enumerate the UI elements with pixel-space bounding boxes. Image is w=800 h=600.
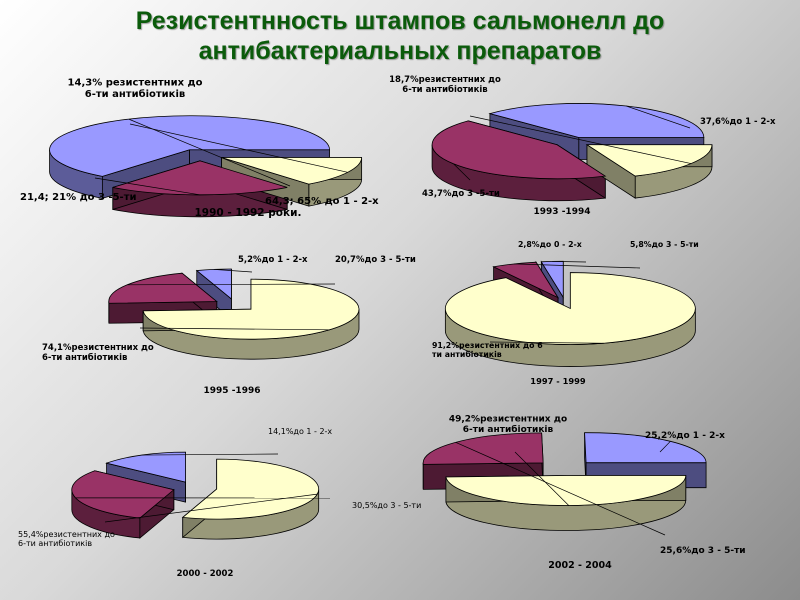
pie-slice-6-chart-2 <box>585 144 713 177</box>
leader-line <box>514 263 641 269</box>
slice-label-6: 49,2%резистентних до 6-ти антибіотиків <box>449 415 567 435</box>
period-label: 2000 - 2002 <box>177 569 234 579</box>
pie-slice-6-chart-4 <box>444 272 696 345</box>
leader-line <box>139 327 330 331</box>
slice-label-1-2: 5,2%до 1 - 2-х <box>238 255 308 265</box>
leader-line <box>129 123 348 173</box>
pie-chart-3: 5,2%до 1 - 2-х 20,7%до 3 - 5-ти 74,1%резис… <box>42 255 416 396</box>
page-title: Резистентнность штампов сальмонелл до ан… <box>0 6 800 66</box>
slice-label-6: 91,2%резистентних до 6 ти антибіотиків <box>432 341 543 359</box>
period-label: 1995 -1996 <box>204 386 261 396</box>
leader-line <box>453 163 471 181</box>
leader-line <box>128 118 291 187</box>
leader-line <box>104 493 318 523</box>
leader-line <box>514 451 570 506</box>
slice-label-1-2: 25,2%до 1 - 2-х <box>645 431 725 441</box>
pie-chart-5: 14,1%до 1 - 2-х 30,5%до 3 - 5-ти 55,4%рези… <box>18 427 421 579</box>
period-label: 1990 - 1992 роки. <box>195 207 302 219</box>
slice-label-6: 74,1%резистентних до 6-ти антибіотиків <box>42 343 154 363</box>
pie-chart-4: 2,8%до 0 - 2-х 5,8%до 3 - 5-ти 91,2%резист… <box>432 240 699 386</box>
leader-line <box>213 269 253 273</box>
slice-label-1-2: 2,8%до 0 - 2-х <box>518 240 582 249</box>
slice-label-3-5: 30,5%до 3 - 5-ти <box>352 501 421 510</box>
leader-line <box>141 453 279 456</box>
slice-label-3-5: 43,7%до 3 -5-ти <box>422 189 500 199</box>
title-line-2: антибактериальных препаратов <box>198 37 602 65</box>
pie-slice-1-2-chart-2 <box>488 103 705 138</box>
leader-line <box>127 283 336 286</box>
slice-label-6: 55,4%резистентних до 6-ти антибіотиків <box>18 530 115 548</box>
period-label: 1997 - 1999 <box>530 376 586 386</box>
leader-line <box>626 105 691 129</box>
period-label: 2002 - 2004 <box>548 560 612 571</box>
period-label: 1993 -1994 <box>534 207 591 217</box>
pie-chart-2: 37,6%до 1 - 2-х 43,7%до 3 -5-ти 18,7%резис… <box>389 75 776 217</box>
leader-line <box>94 177 201 196</box>
leader-line <box>552 261 587 263</box>
leader-line <box>489 341 604 344</box>
slice-label-1-2: 14,1%до 1 - 2-х <box>268 427 332 436</box>
slice-label-1-2: 37,6%до 1 - 2-х <box>700 117 776 127</box>
pie-slice-3-5-chart-1 <box>112 160 288 196</box>
leader-line <box>659 441 671 453</box>
title-line-1: Резистентнность штампов сальмонелл до <box>135 7 665 35</box>
slice-label-1-2: 64,3; 65% до 1 - 2-х <box>265 196 379 207</box>
leader-line <box>455 442 666 536</box>
pie-chart-1: 64,3; 65% до 1 - 2-х 21,4; 21% до 3 -5-ти… <box>20 78 379 220</box>
slice-label-3-5: 21,4; 21% до 3 -5-ти <box>20 192 137 203</box>
slice-label-6: 18,7%резистентних до 6-ти антибіотиків <box>389 75 501 95</box>
leader-line <box>469 115 692 164</box>
slice-label-3-5: 20,7%до 3 - 5-ти <box>335 255 416 265</box>
slice-label-6: 14,3% резистентних до 6-ти антибіотиків <box>68 78 203 101</box>
pie-slice-3-5-chart-6 <box>422 432 544 465</box>
slice-label-3-5: 5,8%до 3 - 5-ти <box>630 240 699 249</box>
pie-chart-6: 25,2%до 1 - 2-х 25,6%до 3 - 5-ти 49,2%рези… <box>422 415 746 571</box>
slice-label-3-5: 25,6%до 3 - 5-ти <box>660 546 746 556</box>
